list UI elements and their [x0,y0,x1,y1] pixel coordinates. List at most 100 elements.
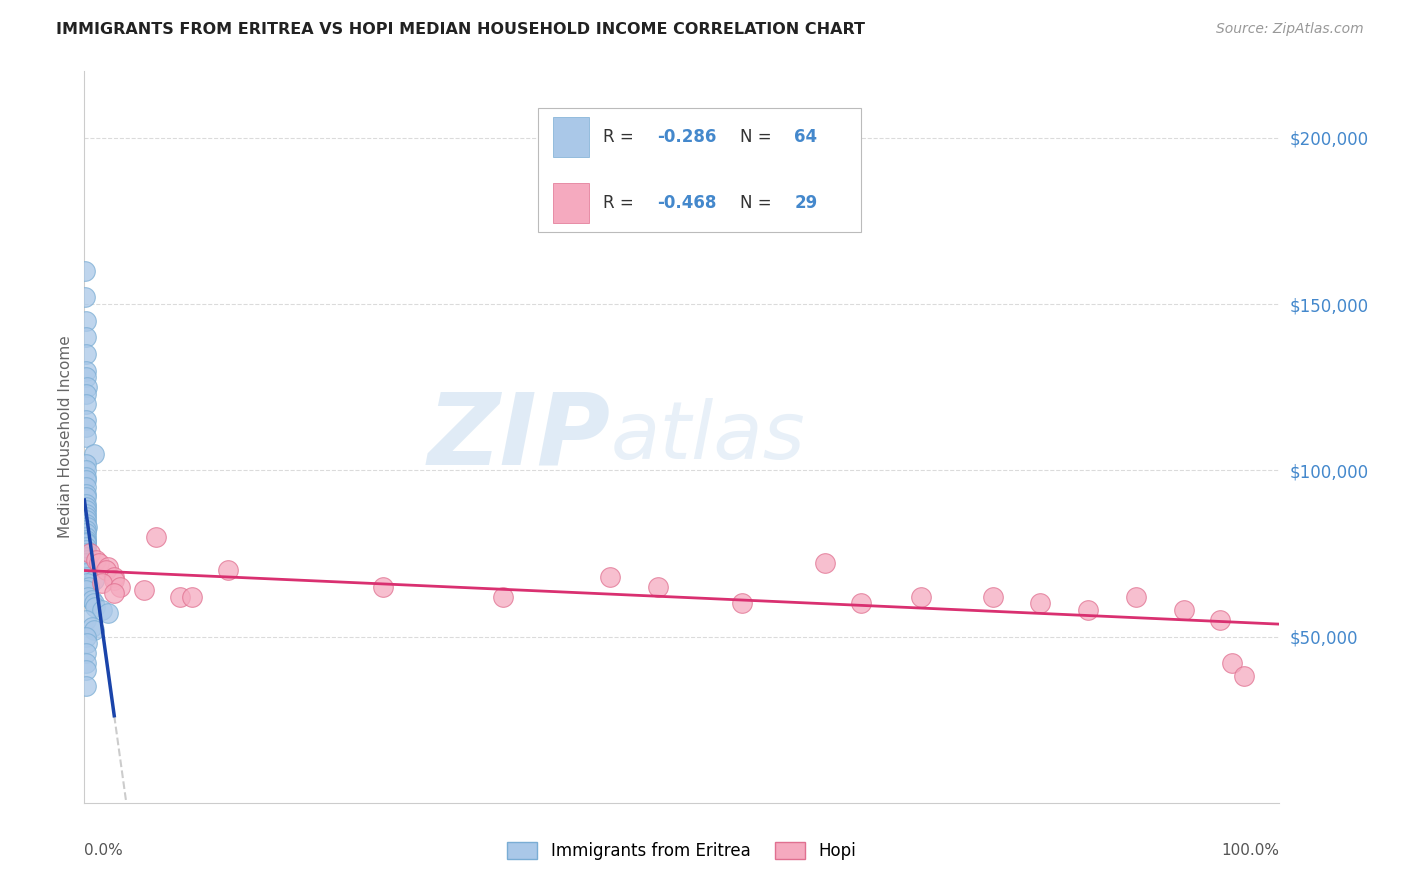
Point [75,330,97,344]
Point [145,530,167,544]
Point [83,623,105,637]
Text: N =: N = [741,194,778,212]
Point [83,573,105,587]
Point [75,663,97,677]
Point [83,447,105,461]
Point [86,553,108,567]
Legend: Immigrants from Eritrea, Hopi: Immigrants from Eritrea, Hopi [508,842,856,860]
Point [647,580,669,594]
Point [75,264,97,278]
Point [75,490,97,504]
Point [910,590,932,604]
Text: N =: N = [741,128,778,145]
Point [731,596,754,610]
Point [75,546,97,560]
Point [80,619,103,633]
Point [75,680,97,694]
Point [75,497,97,511]
Text: 0.0%: 0.0% [84,843,124,858]
Point [76,380,98,394]
Point [75,540,97,554]
Text: Source: ZipAtlas.com: Source: ZipAtlas.com [1216,22,1364,37]
Text: IMMIGRANTS FROM ERITREA VS HOPI MEDIAN HOUSEHOLD INCOME CORRELATION CHART: IMMIGRANTS FROM ERITREA VS HOPI MEDIAN H… [56,22,865,37]
Point [75,500,97,514]
Point [1220,656,1243,670]
Point [76,636,98,650]
Text: -0.468: -0.468 [657,194,716,212]
Text: ZIP: ZIP [427,389,610,485]
Point [84,599,107,614]
Point [75,387,97,401]
Point [75,516,97,531]
Point [77,590,100,604]
Point [75,630,97,644]
Point [75,290,97,304]
Point [76,553,98,567]
Point [75,543,97,558]
Point [103,586,125,600]
Point [1077,603,1099,617]
Point [75,457,97,471]
Point [851,596,873,610]
Point [75,503,97,517]
Point [1233,669,1256,683]
Text: 100.0%: 100.0% [1222,843,1279,858]
Point [75,534,97,549]
Point [75,413,97,427]
Point [79,546,101,560]
Point [75,533,97,548]
Point [91,576,114,591]
FancyBboxPatch shape [553,117,589,157]
Point [97,607,120,621]
FancyBboxPatch shape [538,108,862,232]
Point [373,580,395,594]
Point [1173,603,1195,617]
Point [75,646,97,660]
Point [75,559,97,574]
Point [75,613,97,627]
Point [181,590,204,604]
Point [91,603,114,617]
Point [75,566,97,581]
Point [75,397,97,411]
Point [217,563,239,577]
Point [132,582,156,597]
Y-axis label: Median Household Income: Median Household Income [58,335,73,539]
FancyBboxPatch shape [553,183,589,224]
Point [75,363,97,377]
Point [110,580,132,594]
Text: -0.286: -0.286 [657,128,716,145]
Point [76,576,98,591]
Point [80,593,103,607]
Point [75,656,97,670]
Point [814,557,837,571]
Text: R =: R = [603,194,640,212]
Point [169,590,191,604]
Text: R =: R = [603,128,640,145]
Point [599,570,621,584]
Text: 29: 29 [794,194,817,212]
Point [75,347,97,361]
Point [75,314,97,328]
Point [75,370,97,384]
Point [75,549,97,564]
Point [75,530,97,544]
Point [1209,613,1232,627]
Point [75,486,97,500]
Point [75,557,97,571]
Point [83,596,105,610]
Point [1029,596,1052,610]
Point [75,480,97,494]
Point [87,557,110,571]
Point [75,582,97,597]
Text: 64: 64 [794,128,817,145]
Point [75,470,97,484]
Text: atlas: atlas [610,398,806,476]
Point [492,590,515,604]
Point [75,526,97,541]
Point [76,570,98,584]
Point [981,590,1004,604]
Point [75,523,97,537]
Point [77,580,100,594]
Point [75,463,97,477]
